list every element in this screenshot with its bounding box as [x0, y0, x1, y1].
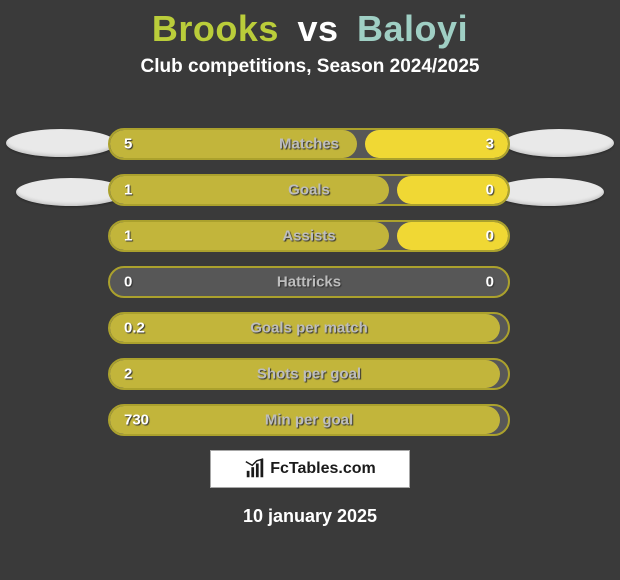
comparison-card: Brooks vs Baloyi Club competitions, Seas…	[0, 8, 620, 580]
stat-label: Hattricks	[277, 274, 341, 291]
stat-value-right: 3	[486, 136, 494, 153]
stat-label: Shots per goal	[257, 366, 361, 383]
stat-row: 1 0 Assists	[108, 220, 510, 252]
stat-value-left: 730	[124, 412, 149, 429]
stat-value-right: 0	[486, 274, 494, 291]
stat-row: 5 3 Matches	[108, 128, 510, 160]
bar-chart-icon	[244, 458, 266, 480]
brand-box: FcTables.com	[210, 450, 410, 488]
stat-row: 2 Shots per goal	[108, 358, 510, 390]
stat-value-right: 0	[486, 182, 494, 199]
title: Brooks vs Baloyi	[0, 8, 620, 50]
stat-value-right: 0	[486, 228, 494, 245]
player2-photo-top	[504, 129, 614, 157]
stat-label: Assists	[282, 228, 335, 245]
stat-label: Goals	[288, 182, 330, 199]
stat-label: Matches	[279, 136, 339, 153]
stat-value-left: 1	[124, 182, 132, 199]
title-vs: vs	[297, 8, 338, 49]
brand-text: FcTables.com	[270, 460, 376, 478]
stat-value-left: 1	[124, 228, 132, 245]
stat-row: 0 0 Hattricks	[108, 266, 510, 298]
stat-value-left: 0	[124, 274, 132, 291]
player1-photo-top	[6, 129, 116, 157]
stat-value-left: 0.2	[124, 320, 145, 337]
stat-value-left: 5	[124, 136, 132, 153]
title-player1: Brooks	[152, 8, 279, 49]
stats-bars: 5 3 Matches 1 0 Goals 1 0 Assists 0 0 Hattricks 0.2 G…	[108, 128, 512, 450]
title-player2: Baloyi	[357, 8, 468, 49]
stat-value-left: 2	[124, 366, 132, 383]
stat-fill-left	[110, 176, 389, 204]
stat-row: 0.2 Goals per match	[108, 312, 510, 344]
stat-fill-left	[110, 222, 389, 250]
stat-label: Min per goal	[265, 412, 353, 429]
subtitle: Club competitions, Season 2024/2025	[0, 56, 620, 78]
stat-row: 1 0 Goals	[108, 174, 510, 206]
stat-label: Goals per match	[250, 320, 368, 337]
stat-row: 730 Min per goal	[108, 404, 510, 436]
date: 10 january 2025	[0, 506, 620, 527]
